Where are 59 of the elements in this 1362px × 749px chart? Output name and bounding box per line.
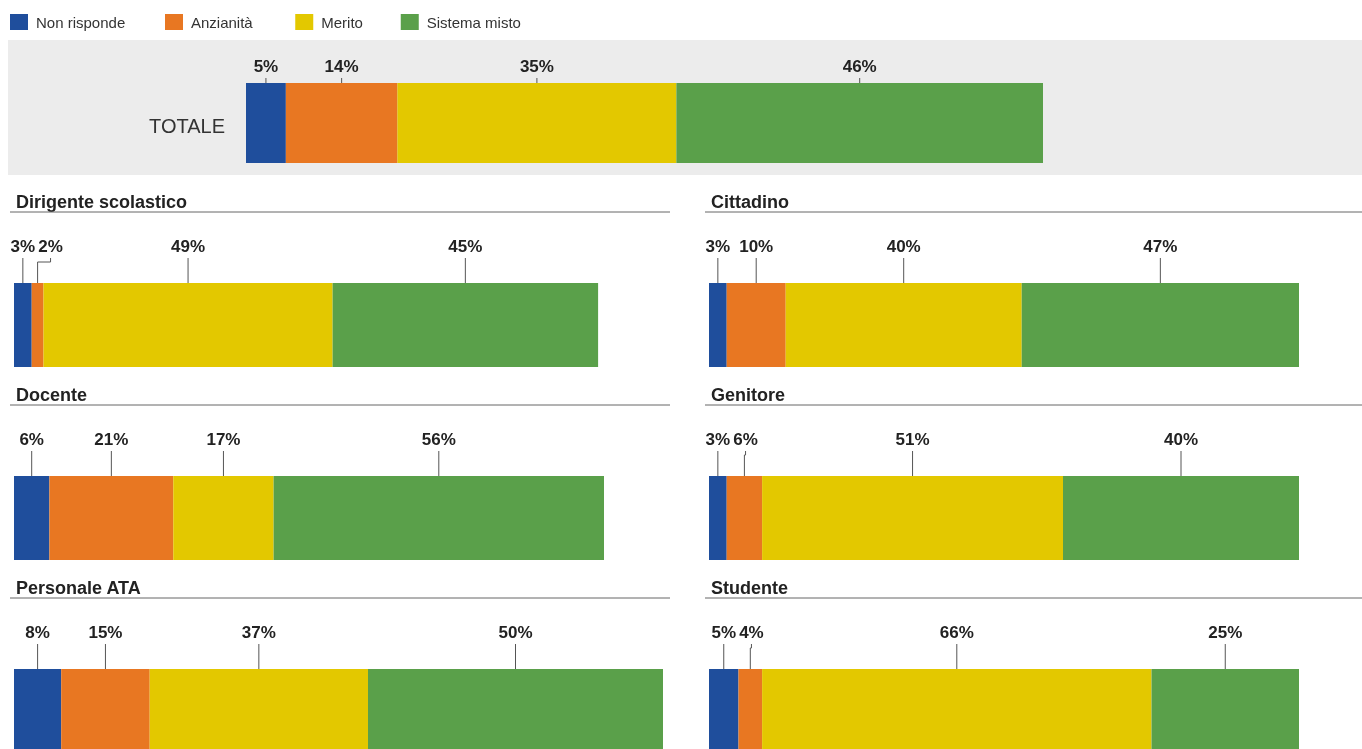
data-label: 3%	[705, 430, 731, 449]
bar	[726, 283, 786, 367]
data-label: 49%	[171, 237, 206, 256]
bar	[285, 83, 398, 163]
data-label: 3%	[10, 237, 36, 256]
data-label: 17%	[206, 430, 241, 449]
bar	[1063, 476, 1299, 560]
chart-title: Docente	[16, 385, 88, 405]
legend-label: Non risponde	[36, 14, 126, 31]
bar	[31, 283, 44, 367]
data-label: 5%	[711, 623, 737, 642]
legend-label: Sistema misto	[426, 14, 521, 31]
bar	[397, 83, 677, 163]
data-label: 35%	[519, 57, 554, 76]
data-label: 10%	[739, 237, 774, 256]
data-label: 37%	[241, 623, 276, 642]
chart-title: Studente	[711, 578, 789, 598]
bar	[1021, 283, 1299, 367]
data-label: 14%	[324, 57, 359, 76]
bar	[785, 283, 1022, 367]
bar	[14, 283, 32, 367]
data-label: 5%	[253, 57, 279, 76]
data-label: 15%	[88, 623, 123, 642]
bar	[709, 283, 727, 367]
data-label: 8%	[25, 623, 50, 642]
data-label: 40%	[1163, 430, 1199, 449]
data-label: 46%	[842, 57, 877, 76]
data-label: 45%	[448, 237, 483, 256]
chart-title: Dirigente scolastico	[16, 192, 188, 212]
chart-title: Cittadino	[711, 192, 789, 212]
bar	[14, 476, 50, 560]
data-label: 21%	[94, 430, 129, 449]
data-label: 40%	[886, 237, 921, 256]
bar	[709, 476, 727, 560]
bar	[726, 476, 763, 560]
legend-label: Merito	[321, 14, 363, 31]
legend-label: Anzianità	[191, 14, 254, 31]
bar	[676, 83, 1043, 163]
bar	[43, 283, 333, 367]
bar	[173, 476, 274, 560]
data-label: 3%	[705, 237, 731, 256]
bar	[332, 283, 599, 367]
data-label: 50%	[498, 623, 533, 642]
bar	[273, 476, 604, 560]
bar	[762, 476, 1063, 560]
bar	[246, 83, 286, 163]
data-label: 51%	[895, 430, 930, 449]
data-label: 47%	[1143, 237, 1178, 256]
data-label: 6%	[733, 430, 758, 449]
y-tick-label: TOTALE	[149, 115, 225, 137]
data-label: 56%	[421, 430, 456, 449]
data-label: 66%	[939, 623, 974, 642]
data-label: 2%	[38, 237, 63, 256]
bar	[49, 476, 174, 560]
chart-title: Genitore	[711, 385, 786, 405]
data-label: 25%	[1208, 623, 1243, 642]
data-label: 6%	[19, 430, 44, 449]
chart-title: Personale ATA	[16, 578, 141, 598]
data-label: 4%	[739, 623, 764, 642]
